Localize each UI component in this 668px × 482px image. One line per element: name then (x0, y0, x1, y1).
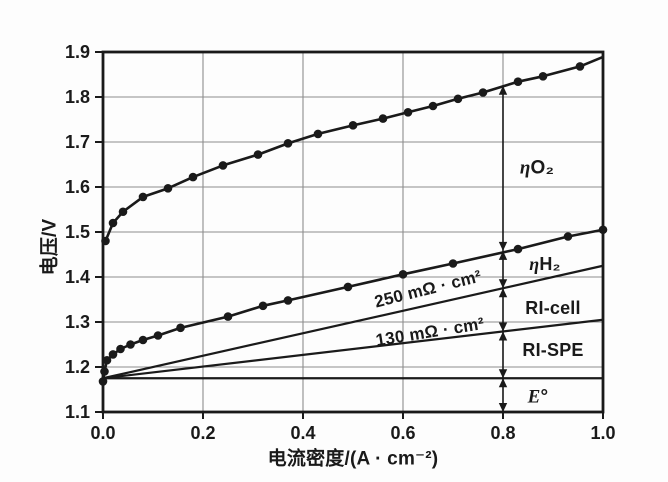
data-point (100, 367, 109, 376)
eta-h2-segment-arrow-down (498, 279, 508, 289)
ir-spe-resistance-line (102, 318, 604, 380)
data-point (108, 218, 118, 228)
x-tick-label: 0.2 (190, 423, 215, 443)
oxygen-side-polarization-curve (104, 55, 604, 242)
data-point (283, 139, 293, 148)
e-standard-label: E° (528, 388, 549, 407)
ri-spe-segment-arrow-up (498, 331, 508, 341)
e-symbol: E (527, 386, 541, 408)
y-tick-label: 1.3 (65, 312, 90, 332)
data-point (116, 344, 125, 354)
data-point (138, 192, 148, 202)
eta-o2-segment-arrow-down (498, 241, 508, 251)
y-tick-label: 1.7 (65, 132, 90, 152)
y-tick-label: 1.9 (65, 42, 90, 62)
eta-symbol: η (529, 254, 540, 274)
data-point (108, 350, 118, 359)
x-tick-label: 0.8 (490, 423, 515, 443)
data-point (118, 207, 128, 217)
y-tick-label: 1.8 (65, 87, 90, 107)
data-point (403, 108, 413, 117)
data-point (218, 161, 228, 170)
ri-spe-label: RI-SPE (522, 340, 584, 360)
x-axis-title: 电流密度/(A · cm⁻²) (267, 448, 439, 470)
ri-cell-label: RI-cell (525, 298, 581, 318)
data-point (398, 270, 408, 279)
eta-o2-species: O₂ (530, 157, 555, 179)
degree-symbol: ° (540, 386, 549, 408)
data-point (538, 72, 548, 81)
y-axis-title: 电压/V (39, 218, 61, 276)
data-point (258, 301, 268, 311)
ir-cell-resistance-line (102, 264, 604, 380)
x-tick-label: 0.0 (90, 423, 115, 443)
e-std-segment-arrow-down (498, 403, 508, 412)
data-point (313, 129, 323, 139)
x-tick-label: 1.0 (590, 423, 615, 443)
data-point (153, 331, 163, 340)
data-point (223, 312, 233, 321)
eta-h2-segment-arrow-up (498, 250, 508, 260)
ri-cell-segment-arrow-down (498, 322, 508, 332)
ri-spe-segment-arrow-down (498, 369, 508, 379)
eta-h2-label: ηH₂ (529, 255, 561, 273)
y-tick-label: 1.4 (65, 267, 90, 287)
data-point (253, 150, 263, 159)
data-point (188, 172, 198, 182)
plot-frame (101, 50, 605, 414)
y-tick-label: 1.6 (65, 177, 90, 197)
data-point (126, 340, 135, 349)
y-tick-label: 1.5 (65, 222, 90, 242)
data-point (563, 232, 573, 241)
eta-symbol: η (519, 157, 531, 179)
data-point (453, 94, 463, 104)
data-point (428, 101, 438, 111)
eta-o2-segment-arrow-up (498, 85, 508, 95)
e-std-segment-arrow-up (498, 378, 508, 388)
data-point (102, 355, 112, 365)
data-point (348, 121, 358, 130)
y-tick-label: 1.2 (65, 357, 90, 377)
data-point (478, 88, 488, 97)
data-point (513, 244, 523, 254)
eta-o2-label: ηO₂ (520, 159, 554, 178)
y-tick-label: 1.1 (65, 402, 90, 422)
data-point (513, 77, 523, 86)
x-tick-label: 0.4 (290, 423, 315, 443)
data-point (343, 282, 353, 292)
data-point (378, 114, 388, 123)
data-point (448, 259, 458, 268)
x-tick-label: 0.6 (390, 423, 415, 443)
data-point (283, 296, 293, 305)
ri-cell-segment-arrow-up (498, 288, 508, 298)
data-point (176, 323, 185, 333)
data-point (163, 184, 173, 193)
data-point (138, 335, 148, 345)
eta-h2-species: H₂ (539, 254, 561, 274)
data-point (575, 62, 585, 71)
